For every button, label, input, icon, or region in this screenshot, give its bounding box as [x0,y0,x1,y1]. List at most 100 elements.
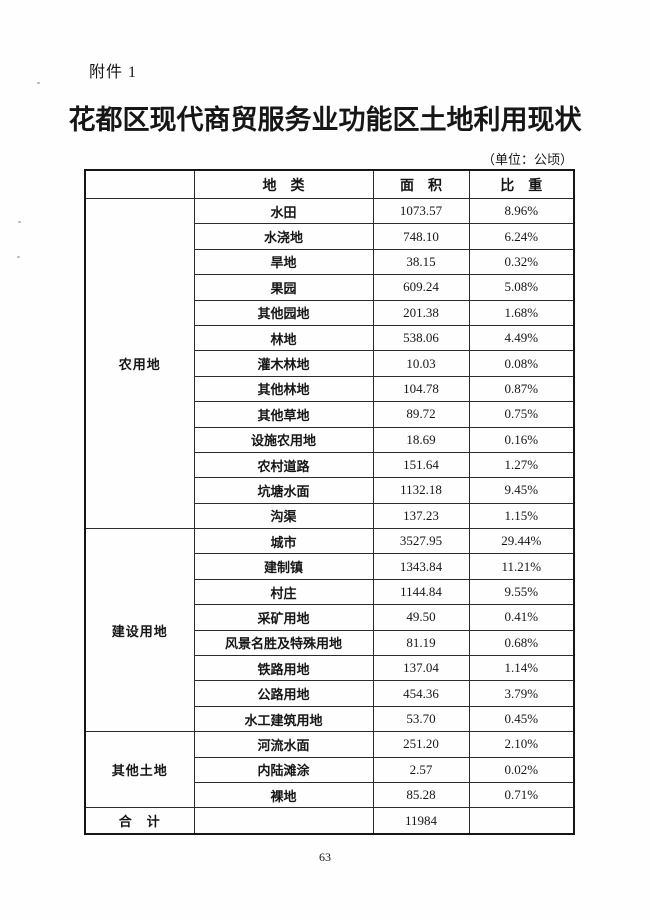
category-cell: 公路用地 [193,680,374,707]
area-cell: 454.36 [372,680,470,707]
table-row: 其他土地 河流水面 251.20 2.10% [84,731,575,809]
header-row: 地 类 面 积 比 重 [84,169,575,199]
category-cell: 沟渠 [193,502,374,530]
category-cell: 灌木林地 [193,350,374,377]
category-cell: 旱地 [193,248,374,276]
area-cell: 3527.95 [372,528,470,555]
table-row: 坑塘水面 1132.18 9.45% [85,477,575,504]
category-cell: 水工建筑用地 [193,705,374,733]
category-cell: 河流水面 [193,731,374,758]
share-cell: 6.24% [468,223,575,250]
table-body: 农用地 水田 1073.57 8.96% 水浇地 748.10 6.24% 旱地 38.15 0.… [84,197,575,809]
share-cell: 0.02% [468,756,575,783]
area-cell: 53.70 [372,705,470,733]
area-cell: 104.78 [372,375,470,403]
category-cell: 村庄 [193,578,374,606]
category-cell: 城市 [193,528,374,555]
header-area: 面 积 [372,169,470,199]
area-cell: 18.69 [372,426,470,453]
category-cell: 裸地 [193,781,374,809]
category-cell: 其他草地 [193,401,374,428]
total-row: 合 计 11984 [84,807,575,835]
category-cell: 其他林地 [193,375,374,403]
total-share-cell [468,807,575,835]
area-cell: 1144.84 [372,578,470,606]
share-cell: 0.87% [468,375,575,403]
group-label-cell: 其他土地 [84,731,195,809]
table-row: 其他林地 104.78 0.87% [85,375,575,403]
table-row: 裸地 85.28 0.71% [85,781,575,809]
share-cell: 29.44% [468,528,575,555]
table-row: 其他草地 89.72 0.75% [85,401,575,428]
share-cell: 1.68% [468,299,575,326]
table-row: 农用地 水田 1073.57 8.96% [84,197,575,530]
header-corner-cell [84,169,195,199]
group-label-cell: 农用地 [84,197,195,530]
header-category: 地 类 [193,169,374,199]
share-cell: 0.45% [468,705,575,733]
area-cell: 609.24 [372,274,470,301]
share-cell: 9.55% [468,578,575,606]
area-cell: 1073.57 [372,197,470,225]
share-cell: 1.15% [468,502,575,530]
table-row: 公路用地 454.36 3.79% [85,680,575,707]
category-cell: 风景名胜及特殊用地 [193,629,374,657]
scan-speck [18,221,21,223]
table-header: 地 类 面 积 比 重 [84,169,575,199]
category-cell: 林地 [193,324,374,352]
scan-speck [37,82,40,84]
table-row: 林地 538.06 4.49% [85,324,575,352]
area-cell: 2.57 [372,756,470,783]
share-cell: 0.16% [468,426,575,453]
table-row: 其他园地 201.38 1.68% [85,299,575,326]
category-cell: 其他园地 [193,299,374,326]
table-row: 果园 609.24 5.08% [85,274,575,301]
table-row: 风景名胜及特殊用地 81.19 0.68% [85,629,575,657]
page-title: 花都区现代商贸服务业功能区土地利用现状 [68,105,582,135]
table-row: 农村道路 151.64 1.27% [85,451,575,479]
header-share: 比 重 [468,169,575,199]
table-row: 灌木林地 10.03 0.08% [85,350,575,377]
total-area-cell: 11984 [372,807,470,835]
area-cell: 1132.18 [372,477,470,504]
share-cell: 8.96% [468,197,575,225]
category-cell: 水田 [193,197,374,225]
table-row: 水工建筑用地 53.70 0.45% [85,705,575,733]
area-cell: 38.15 [372,248,470,276]
area-cell: 201.38 [372,299,470,326]
category-cell: 坑塘水面 [193,477,374,504]
area-cell: 89.72 [372,401,470,428]
category-cell: 水浇地 [193,223,374,250]
share-cell: 1.14% [468,655,575,682]
scan-speck [17,256,20,258]
share-cell: 0.32% [468,248,575,276]
unit-note: （单位：公顷） [481,152,573,167]
table-row: 建设用地 城市 3527.95 29.44% [84,528,575,733]
share-cell: 2.10% [468,731,575,758]
share-cell: 0.68% [468,629,575,657]
land-use-table: 地 类 面 积 比 重 农用地 水田 1073.57 8.96% 水浇地 748.10 6.… [84,169,575,835]
group-label-cell: 建设用地 [84,528,195,733]
share-cell: 9.45% [468,477,575,504]
share-cell: 0.75% [468,401,575,428]
area-cell: 10.03 [372,350,470,377]
share-cell: 4.49% [468,324,575,352]
share-cell: 3.79% [468,680,575,707]
category-cell: 内陆滩涂 [193,756,374,783]
table-footer: 合 计 11984 [84,807,575,835]
area-cell: 85.28 [372,781,470,809]
share-cell: 0.71% [468,781,575,809]
area-cell: 137.23 [372,502,470,530]
category-cell: 采矿用地 [193,604,374,631]
category-cell: 建制镇 [193,553,374,580]
area-cell: 538.06 [372,324,470,352]
share-cell: 0.41% [468,604,575,631]
area-cell: 251.20 [372,731,470,758]
area-cell: 1343.84 [372,553,470,580]
table-row: 设施农用地 18.69 0.16% [85,426,575,453]
category-cell: 设施农用地 [193,426,374,453]
total-category-cell [193,807,374,835]
table-row: 水浇地 748.10 6.24% [85,223,575,250]
table-row: 采矿用地 49.50 0.41% [85,604,575,631]
